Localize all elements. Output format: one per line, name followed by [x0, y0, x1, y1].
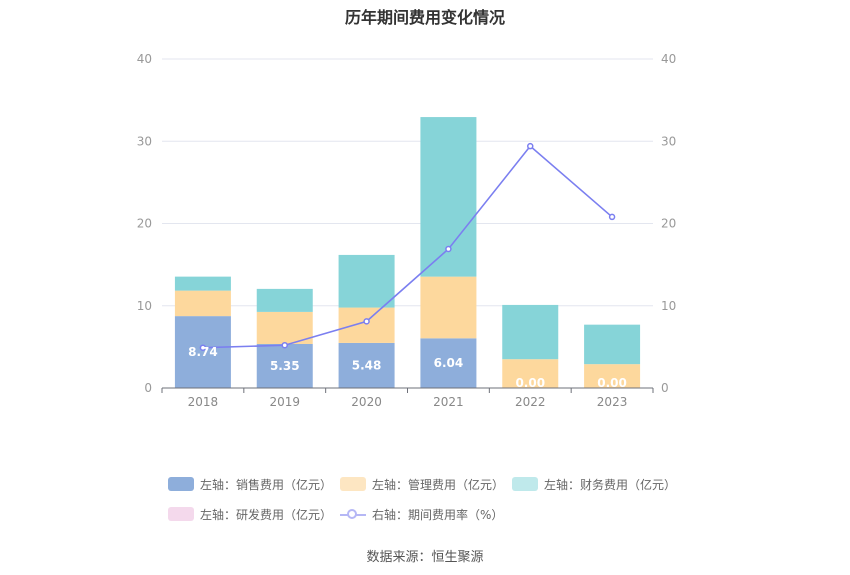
ratio-point-2021	[445, 245, 452, 253]
y-axis-right: 0 10 20 30 40	[661, 52, 676, 395]
legend-swatch-sales	[168, 477, 194, 491]
bar-1-2023	[584, 364, 641, 388]
y-tick-right: 0	[661, 381, 669, 395]
x-tick-label: 2023	[597, 395, 628, 409]
legend-swatch-finance	[512, 477, 538, 491]
y-tick-right: 40	[661, 52, 676, 66]
x-tick-label: 2021	[433, 395, 464, 409]
y-tick-left: 30	[137, 134, 152, 148]
bar-1-2019	[256, 311, 313, 344]
ratio-point-2018	[199, 344, 207, 351]
x-tick-label: 2020	[351, 395, 382, 409]
x-tick-label: 2019	[269, 395, 300, 409]
bar-0-2020	[338, 342, 395, 388]
legend-label-admin: 左轴：管理费用（亿元）	[372, 477, 505, 492]
legend-swatch-ratio	[340, 507, 366, 521]
bar-series	[174, 117, 641, 388]
bar-1-2021	[420, 276, 477, 339]
y-tick-left: 20	[137, 217, 152, 231]
y-tick-left: 0	[144, 381, 152, 395]
bar-value-label: 5.35	[270, 359, 300, 373]
bar-labels: 8.74 5.35 5.48 6.04 0.00 0.00	[188, 345, 627, 390]
ratio-point-2020	[363, 318, 370, 325]
y-tick-left: 40	[137, 52, 152, 66]
legend-label-rnd: 左轴：研发费用（亿元）	[200, 507, 333, 522]
legend-item-sales[interactable]: 左轴：销售费用（亿元）	[168, 472, 340, 496]
ratio-point-2023	[608, 213, 616, 221]
x-tick-label: 2022	[515, 395, 546, 409]
y-tick-right: 10	[661, 299, 676, 313]
bar-0-2018	[174, 316, 231, 388]
chart-title: 历年期间费用变化情况	[344, 8, 505, 27]
grid-lines	[162, 58, 653, 307]
line-series	[199, 142, 616, 351]
bar-0-2019	[256, 343, 313, 388]
legend-label-ratio: 右轴：期间费用率（%）	[372, 507, 504, 522]
bar-1-2020	[338, 307, 395, 343]
legend-swatch-admin	[340, 477, 366, 491]
legend-item-rnd[interactable]: 左轴：研发费用（亿元）	[168, 502, 340, 526]
bar-1-2022	[502, 359, 559, 388]
bar-value-label: 0.00	[515, 376, 545, 390]
ratio-point-2019	[281, 341, 288, 349]
bar-2-2022	[502, 304, 559, 360]
legend-item-ratio[interactable]: 右轴：期间费用率（%）	[340, 502, 512, 526]
bar-0-2021	[420, 338, 477, 388]
chart-plot: 0 10 20 30 40 0 10 20 30 40 2018 2019 2020 2021 2022…	[137, 52, 677, 409]
bar-2-2023	[584, 324, 641, 365]
legend-label-sales: 左轴：销售费用（亿元）	[200, 477, 333, 492]
legend: 左轴：销售费用（亿元） 左轴：管理费用（亿元） 左轴：财务费用（亿元） 左轴：研…	[168, 472, 688, 532]
data-source: 数据来源：恒生聚源	[366, 550, 484, 565]
ratio-line	[202, 145, 613, 349]
legend-item-admin[interactable]: 左轴：管理费用（亿元）	[340, 472, 512, 496]
bar-value-label: 0.00	[597, 376, 627, 390]
legend-item-finance[interactable]: 左轴：财务费用（亿元）	[512, 472, 684, 496]
bar-2-2021	[420, 117, 477, 277]
bar-value-label: 5.48	[352, 358, 382, 372]
x-tick-label: 2018	[188, 395, 219, 409]
bar-2-2019	[256, 288, 313, 312]
x-axis: 2018 2019 2020 2021 2022 2023	[161, 387, 654, 409]
legend-label-finance: 左轴：财务费用（亿元）	[544, 477, 677, 492]
bar-value-label: 8.74	[188, 345, 218, 359]
legend-swatch-rnd	[168, 507, 194, 521]
bar-2-2020	[338, 254, 395, 308]
ratio-point-2022	[527, 142, 534, 150]
y-tick-left: 10	[137, 299, 152, 313]
bar-value-label: 6.04	[434, 356, 464, 370]
bar-2-2018	[174, 276, 231, 291]
y-tick-right: 20	[661, 217, 676, 231]
bar-1-2018	[174, 290, 231, 317]
y-tick-right: 30	[661, 134, 676, 148]
y-axis-left: 0 10 20 30 40	[137, 52, 152, 395]
